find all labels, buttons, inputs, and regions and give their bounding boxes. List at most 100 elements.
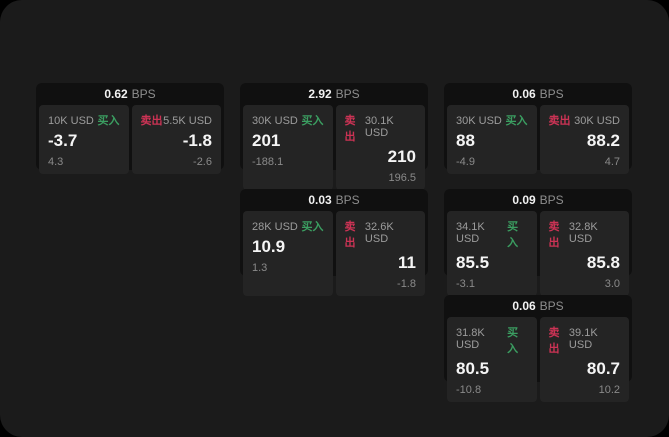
bps-value: 2.92	[308, 87, 332, 101]
buy-delta: 4.3	[48, 156, 64, 168]
buy-price: 88	[456, 131, 475, 150]
buy-price: 10.9	[252, 237, 286, 256]
buy-panel[interactable]: 30K USD 买入 88 -4.9	[447, 105, 537, 174]
buy-side-label: 买入	[97, 115, 120, 127]
buy-delta: 1.3	[252, 262, 268, 274]
buy-side-label: 买入	[507, 327, 519, 355]
sell-amount: 30K USD	[574, 115, 620, 127]
buy-delta: -4.9	[456, 156, 475, 168]
bps-value: 0.06	[512, 299, 536, 313]
sell-panel-top: 卖出 5.5K USD	[141, 112, 213, 128]
sell-price: 85.8	[586, 253, 620, 272]
price-panels: 34.1K USD 买入 85.5 -3.1 卖出 32.8K USD 85.8…	[447, 211, 629, 296]
buy-panel-top: 31.8K USD 买入	[456, 324, 528, 356]
card-header: 0.62 BPS	[39, 83, 221, 105]
price-panels: 30K USD 买入 201 -188.1 卖出 30.1K USD 210 1…	[243, 105, 425, 190]
sell-side-label: 卖出	[548, 327, 560, 355]
sell-amount: 39.1K USD	[568, 327, 598, 351]
buy-price: 201	[252, 131, 281, 150]
buy-panel-top: 30K USD 买入	[456, 112, 528, 128]
price-panels: 31.8K USD 买入 80.5 -10.8 卖出 39.1K USD 80.…	[447, 317, 629, 402]
buy-delta: -10.8	[456, 384, 482, 396]
sell-price: 88.2	[586, 131, 620, 150]
sell-panel-top: 卖出 30K USD	[549, 112, 621, 128]
buy-amount: 10K USD	[48, 115, 94, 127]
sell-price: 11	[398, 253, 416, 272]
buy-amount: 34.1K USD	[456, 221, 485, 245]
sell-panel[interactable]: 卖出 32.8K USD 85.8 3.0	[539, 211, 629, 296]
sell-side-label: 卖出	[548, 221, 560, 249]
sell-delta: 196.5	[388, 172, 416, 184]
card-header: 0.09 BPS	[447, 189, 629, 211]
buy-panel-top: 34.1K USD 买入	[456, 218, 528, 250]
sell-panel-top: 卖出 32.6K USD	[345, 218, 417, 250]
sell-side-label: 卖出	[548, 115, 571, 127]
sell-panel[interactable]: 卖出 39.1K USD 80.7 10.2	[539, 317, 629, 402]
bps-value: 0.06	[512, 87, 536, 101]
buy-panel[interactable]: 30K USD 买入 201 -188.1	[243, 105, 333, 190]
buy-panel-top: 28K USD 买入	[252, 218, 324, 234]
bps-value: 0.62	[104, 87, 128, 101]
bps-unit: BPS	[539, 299, 564, 313]
card-header: 0.06 BPS	[447, 83, 629, 105]
sell-delta: 4.7	[604, 156, 620, 168]
card-header: 2.92 BPS	[243, 83, 425, 105]
buy-side-label: 买入	[301, 221, 324, 233]
quote-card: 0.06 BPS 31.8K USD 买入 80.5 -10.8 卖出 39.1…	[444, 295, 632, 402]
buy-amount: 30K USD	[252, 115, 298, 127]
sell-amount: 30.1K USD	[364, 115, 394, 139]
sell-side-label: 卖出	[344, 115, 356, 143]
sell-panel[interactable]: 卖出 30K USD 88.2 4.7	[539, 105, 629, 174]
sell-delta: 10.2	[598, 384, 620, 396]
quote-card: 2.92 BPS 30K USD 买入 201 -188.1 卖出 30.1K …	[240, 83, 428, 190]
sell-delta: -2.6	[193, 156, 212, 168]
quote-card: 0.06 BPS 30K USD 买入 88 -4.9 卖出 30K USD 8…	[444, 83, 632, 174]
buy-panel-top: 30K USD 买入	[252, 112, 324, 128]
sell-side-label: 卖出	[140, 115, 163, 127]
sell-price: -1.8	[182, 131, 212, 150]
sell-amount: 32.6K USD	[364, 221, 394, 245]
buy-side-label: 买入	[301, 115, 324, 127]
sell-price: 80.7	[586, 359, 620, 378]
buy-delta: -3.1	[456, 278, 475, 290]
sell-delta: -1.8	[397, 278, 416, 290]
card-header: 0.06 BPS	[447, 295, 629, 317]
buy-price: 80.5	[456, 359, 490, 378]
bps-value: 0.09	[512, 193, 536, 207]
bps-value: 0.03	[308, 193, 332, 207]
buy-side-label: 买入	[507, 221, 519, 249]
sell-panel[interactable]: 卖出 32.6K USD 11 -1.8	[335, 211, 425, 296]
price-panels: 10K USD 买入 -3.7 4.3 卖出 5.5K USD -1.8 -2.…	[39, 105, 221, 174]
quote-card: 0.09 BPS 34.1K USD 买入 85.5 -3.1 卖出 32.8K…	[444, 189, 632, 296]
buy-price: -3.7	[48, 131, 78, 150]
bps-unit: BPS	[539, 193, 564, 207]
bps-unit: BPS	[131, 87, 156, 101]
sell-panel-top: 卖出 32.8K USD	[549, 218, 621, 250]
buy-price: 85.5	[456, 253, 490, 272]
card-header: 0.03 BPS	[243, 189, 425, 211]
price-panels: 28K USD 买入 10.9 1.3 卖出 32.6K USD 11 -1.8	[243, 211, 425, 296]
buy-panel[interactable]: 28K USD 买入 10.9 1.3	[243, 211, 333, 296]
sell-panel[interactable]: 卖出 30.1K USD 210 196.5	[335, 105, 425, 190]
buy-amount: 31.8K USD	[456, 327, 485, 351]
buy-panel[interactable]: 34.1K USD 买入 85.5 -3.1	[447, 211, 537, 296]
sell-amount: 32.8K USD	[568, 221, 598, 245]
sell-amount: 5.5K USD	[163, 115, 212, 127]
buy-panel[interactable]: 31.8K USD 买入 80.5 -10.8	[447, 317, 537, 402]
buy-panel-top: 10K USD 买入	[48, 112, 120, 128]
sell-panel[interactable]: 卖出 5.5K USD -1.8 -2.6	[131, 105, 221, 174]
buy-delta: -188.1	[252, 156, 284, 168]
price-panels: 30K USD 买入 88 -4.9 卖出 30K USD 88.2 4.7	[447, 105, 629, 174]
sell-delta: 3.0	[604, 278, 620, 290]
bps-unit: BPS	[335, 87, 360, 101]
bps-unit: BPS	[539, 87, 564, 101]
sell-price: 210	[387, 147, 416, 166]
buy-amount: 28K USD	[252, 221, 298, 233]
quote-cards-grid: 0.62 BPS 10K USD 买入 -3.7 4.3 卖出 5.5K USD…	[36, 83, 632, 402]
sell-panel-top: 卖出 39.1K USD	[549, 324, 621, 356]
quote-card: 0.62 BPS 10K USD 买入 -3.7 4.3 卖出 5.5K USD…	[36, 83, 224, 174]
bps-unit: BPS	[335, 193, 360, 207]
buy-panel[interactable]: 10K USD 买入 -3.7 4.3	[39, 105, 129, 174]
sell-side-label: 卖出	[344, 221, 356, 249]
